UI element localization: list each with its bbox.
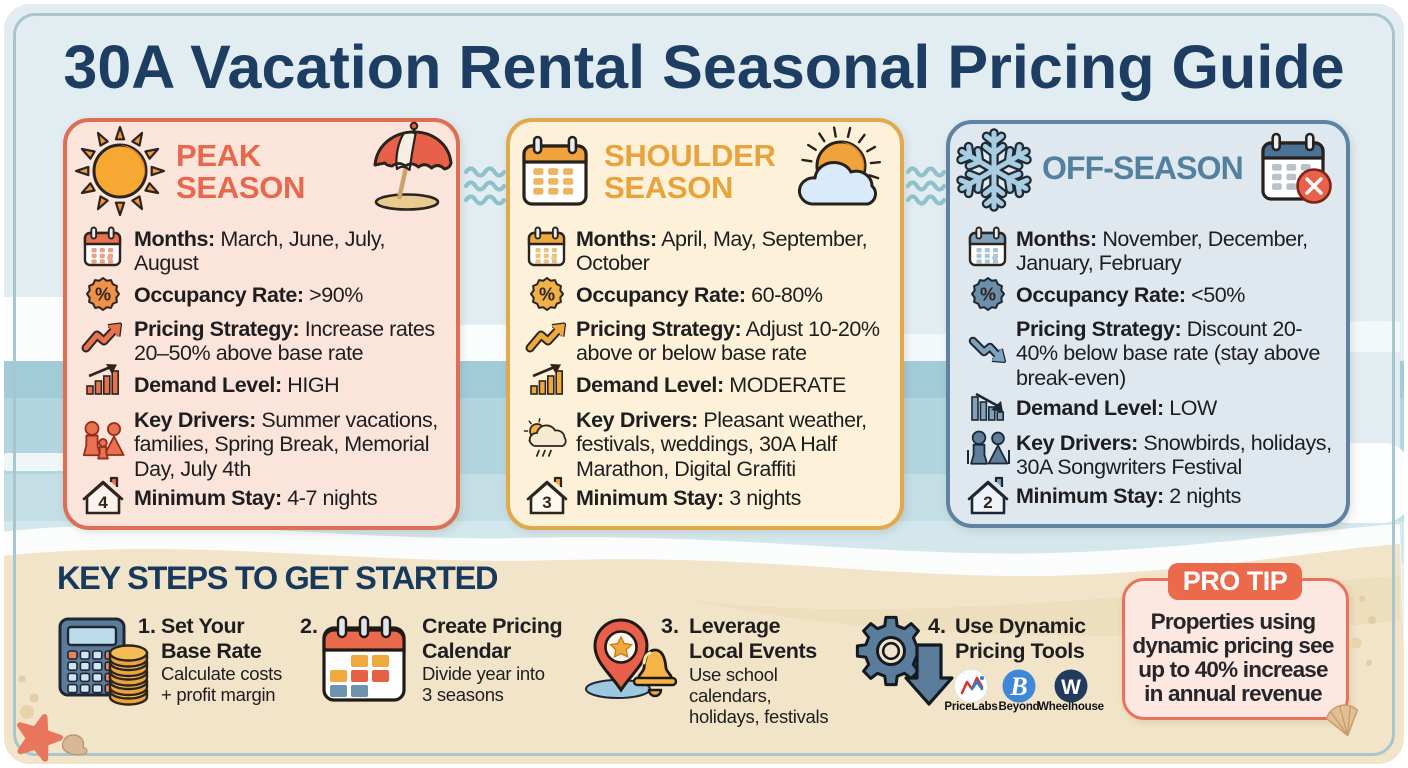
svg-text:B: B	[1009, 672, 1027, 701]
svg-text:W: W	[1061, 676, 1081, 699]
svg-text:2: 2	[983, 493, 992, 512]
svg-text:%: %	[95, 285, 111, 305]
svg-text:3: 3	[542, 493, 551, 512]
svg-text:4: 4	[98, 493, 108, 512]
svg-text:%: %	[980, 285, 996, 305]
svg-text:%: %	[539, 285, 555, 305]
